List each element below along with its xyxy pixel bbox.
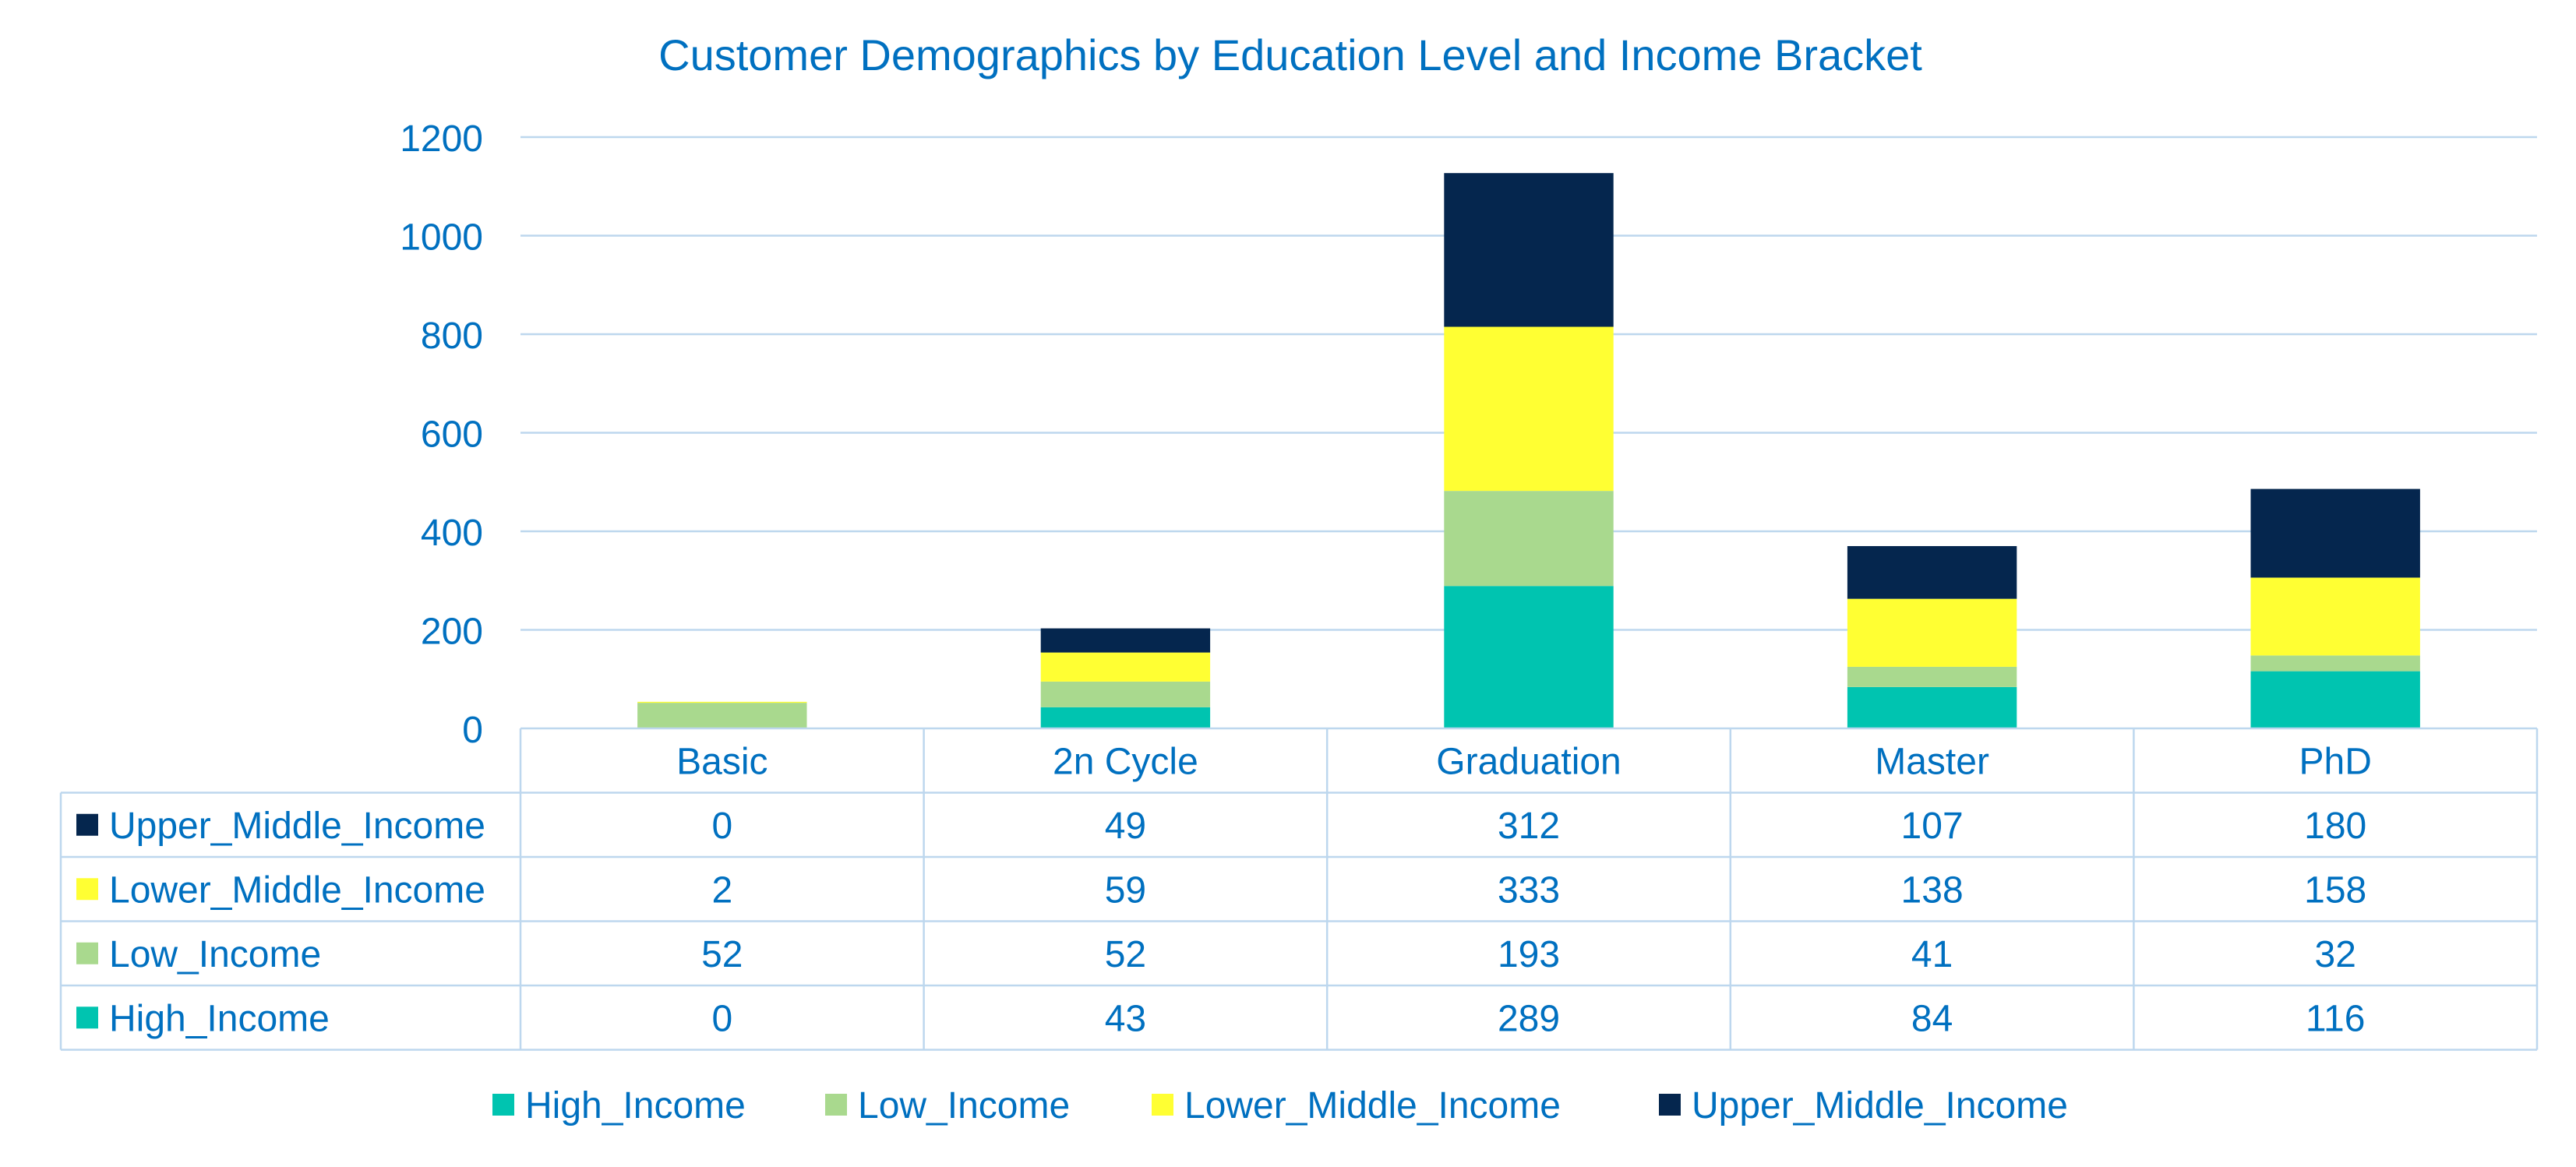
table-cell-value: 84 [1911, 998, 1953, 1039]
bars [637, 173, 2420, 728]
y-tick-label: 400 [421, 513, 483, 554]
table-cell-value: 180 [2304, 806, 2366, 847]
table-legend-key-lower-middle-income [76, 878, 98, 901]
data-table: Basic 2n Cycle Graduation Master PhD Upper_Mi… [59, 727, 2539, 1051]
table-cell-value: 289 [1498, 998, 1560, 1039]
legend-key-high-income [492, 1094, 514, 1116]
category-label: Master [1875, 741, 1989, 782]
table-legend-key-upper-middle-income [76, 813, 98, 836]
bar-high-income-2n-cycle [1040, 707, 1211, 728]
table-cell-value: 158 [2304, 869, 2366, 911]
table-cell-value: 0 [711, 806, 732, 847]
y-tick-label: 600 [421, 414, 483, 456]
table-cell-value: 41 [1911, 934, 1953, 975]
bar-high-income-master [1847, 686, 2017, 728]
bar-low-income-basic [637, 703, 807, 728]
bar-lower-middle-income-2n-cycle [1040, 652, 1211, 682]
legend-label: Low_Income [858, 1085, 1070, 1126]
bar-high-income-graduation [1444, 586, 1614, 728]
table-row-label: Low_Income [109, 934, 321, 975]
table-row-label: Upper_Middle_Income [109, 806, 485, 847]
legend-key-upper-middle-income [1659, 1094, 1681, 1116]
bar-low-income-graduation [1444, 491, 1614, 587]
table-cell-value: 49 [1105, 806, 1146, 847]
legend: High_Income Low_Income Lower_Middle_Income… [492, 1085, 2068, 1126]
y-tick-label: 1000 [400, 217, 483, 259]
table-cell-value: 2 [711, 869, 732, 911]
category-label: 2n Cycle [1053, 741, 1198, 782]
chart-title: Customer Demographics by Education Level… [658, 30, 1922, 79]
legend-label: Lower_Middle_Income [1184, 1085, 1561, 1126]
bar-lower-middle-income-master [1847, 598, 2017, 667]
category-label: Graduation [1436, 741, 1621, 782]
y-tick-label: 1200 [400, 118, 483, 160]
table-cell-value: 43 [1105, 998, 1146, 1039]
bar-lower-middle-income-graduation [1444, 326, 1614, 492]
table-cell-value: 0 [711, 998, 732, 1039]
table-cell-value: 52 [1105, 934, 1146, 975]
table-cell-value: 193 [1498, 934, 1560, 975]
bar-low-income-2n-cycle [1040, 681, 1211, 707]
table-legend-key-high-income [76, 1007, 98, 1029]
bar-upper-middle-income-graduation [1444, 173, 1614, 327]
y-tick-label: 200 [421, 612, 483, 653]
bar-lower-middle-income-basic [637, 701, 807, 703]
legend-label: High_Income [525, 1085, 746, 1126]
bar-upper-middle-income-master [1847, 545, 2017, 599]
bar-upper-middle-income-2n-cycle [1040, 628, 1211, 653]
table-cell-value: 333 [1498, 869, 1560, 911]
table-cell-value: 59 [1105, 869, 1146, 911]
table-cell-value: 107 [1901, 806, 1964, 847]
table-row-label: Lower_Middle_Income [109, 869, 485, 911]
table-row-label: High_Income [109, 998, 330, 1039]
bar-lower-middle-income-phd [2250, 577, 2420, 656]
y-axis-ticks: 0 200 400 600 800 1000 1200 [400, 118, 483, 751]
table-cell-value: 52 [701, 934, 743, 975]
table-legend-key-low-income [76, 942, 98, 964]
category-label: PhD [2299, 741, 2372, 782]
bar-low-income-phd [2250, 655, 2420, 672]
table-cell-value: 138 [1901, 869, 1964, 911]
table-cell-value: 32 [2315, 934, 2356, 975]
bar-high-income-phd [2250, 671, 2420, 728]
category-label: Basic [676, 741, 768, 782]
y-tick-label: 800 [421, 316, 483, 357]
legend-key-lower-middle-income [1152, 1094, 1173, 1116]
bar-upper-middle-income-phd [2250, 488, 2420, 578]
table-cell-value: 312 [1498, 806, 1560, 847]
y-tick-label: 0 [462, 710, 483, 751]
legend-key-low-income [825, 1094, 847, 1116]
bar-low-income-master [1847, 666, 2017, 687]
table-cell-value: 116 [2306, 998, 2366, 1039]
legend-label: Upper_Middle_Income [1692, 1085, 2068, 1126]
